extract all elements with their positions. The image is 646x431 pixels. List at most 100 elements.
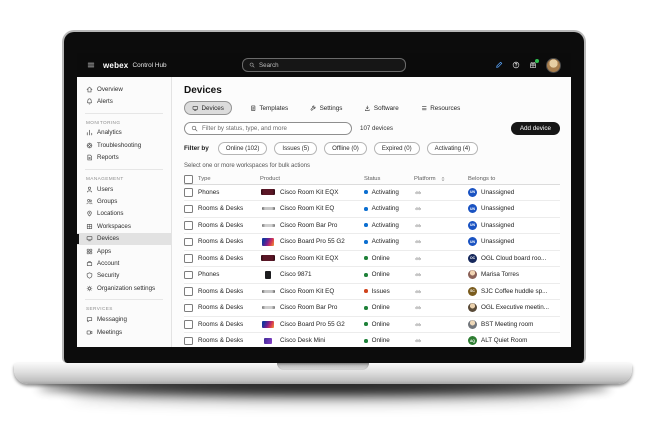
sidebar-item-workspaces[interactable]: Workspaces xyxy=(77,220,171,232)
status-label: Online xyxy=(371,254,390,262)
type-cell: Rooms & Desks xyxy=(198,337,260,344)
sidebar-item-analytics[interactable]: Analytics xyxy=(77,127,171,139)
row-checkbox[interactable] xyxy=(184,188,193,197)
tab-templates[interactable]: Templates xyxy=(246,102,292,114)
product-thumbnail-phone-9871 xyxy=(265,270,271,279)
column-type[interactable]: Type xyxy=(198,176,211,183)
platform-cell xyxy=(414,205,468,212)
control-hub-label: Control Hub xyxy=(132,61,167,69)
product-name: Cisco Board Pro 55 G2 xyxy=(280,320,345,328)
filter-chip-online[interactable]: Online (102) xyxy=(217,142,268,155)
sidebar-item-alerts[interactable]: Alerts xyxy=(77,95,171,107)
feedback-button[interactable] xyxy=(495,61,503,69)
table-row[interactable]: Rooms & Desks Cisco Board Pro 55 G2 Activa… xyxy=(184,234,560,251)
column-platform[interactable]: Platform xyxy=(414,176,468,182)
filter-chip-issues[interactable]: Issues (5) xyxy=(274,142,318,155)
row-checkbox[interactable] xyxy=(184,221,193,230)
sidebar-item-troubleshooting[interactable]: Troubleshooting xyxy=(77,139,171,151)
sidebar-item-users[interactable]: Users xyxy=(77,183,171,195)
column-status[interactable]: Status xyxy=(364,176,381,183)
platform-sort-icon[interactable] xyxy=(440,176,446,182)
product-thumbnail-box xyxy=(260,238,276,246)
menu-icon[interactable] xyxy=(87,61,95,69)
filter-chip-offline[interactable]: Offline (0) xyxy=(324,142,367,155)
sidebar-item-organization-settings[interactable]: Organization settings xyxy=(77,282,171,294)
select-all-checkbox[interactable] xyxy=(184,175,193,184)
account-icon xyxy=(86,261,93,267)
platform-cell xyxy=(414,189,468,196)
cisco-icon xyxy=(415,289,421,293)
filter-by-label: Filter by xyxy=(184,145,209,152)
status-label: Online xyxy=(371,304,390,312)
device-type: Rooms & Desks xyxy=(198,287,244,295)
table-row[interactable]: Phones Cisco 9871 Online Marisa Torres xyxy=(184,267,560,284)
device-type: Rooms & Desks xyxy=(198,238,244,246)
table-row[interactable]: Phones Cisco Room Kit EQX Activating UN Unas… xyxy=(184,184,560,201)
cisco-icon xyxy=(415,306,421,310)
table-row[interactable]: Rooms & Desks Cisco Room Kit EQ Activating… xyxy=(184,201,560,218)
global-search-input[interactable]: Search xyxy=(242,58,406,72)
sidebar-item-label: Analytics xyxy=(97,129,122,137)
row-checkbox[interactable] xyxy=(184,237,193,246)
tab-software[interactable]: Software xyxy=(360,102,402,114)
filter-chip-activating[interactable]: Activating (4) xyxy=(426,142,479,155)
whats-new-button[interactable] xyxy=(529,59,539,69)
table-row[interactable]: Rooms & Desks Cisco Desk Mini Online AQ ALT … xyxy=(184,333,560,347)
laptop-base xyxy=(14,363,632,384)
row-checkbox[interactable] xyxy=(184,254,193,263)
table-row[interactable]: Rooms & Desks Cisco Board Pro 55 G2 Online… xyxy=(184,316,560,333)
sidebar-item-devices[interactable]: Devices xyxy=(77,232,171,245)
row-checkbox[interactable] xyxy=(184,204,193,213)
sidebar-item-locations[interactable]: Locations xyxy=(77,208,171,220)
sidebar-item-apps[interactable]: Apps xyxy=(77,245,171,257)
device-filter-input[interactable]: Filter by status, type, and more xyxy=(184,122,352,135)
belongs-avatar: UN xyxy=(468,187,477,197)
product-thumbnail-box xyxy=(260,306,276,310)
table-row[interactable]: Rooms & Desks Cisco Room Bar Pro Activatin… xyxy=(184,217,560,234)
column-belongs-to[interactable]: Belongs to xyxy=(468,176,496,183)
belongs-cell: OGL Executive meetin... xyxy=(468,303,560,313)
pen-icon xyxy=(496,61,503,68)
help-button[interactable] xyxy=(512,61,520,69)
belongs-name: Unassigned xyxy=(481,238,515,246)
product-thumbnail-room-kit-eqx xyxy=(261,189,275,196)
cisco-icon xyxy=(415,240,421,244)
row-checkbox[interactable] xyxy=(184,287,193,296)
cisco-icon xyxy=(415,207,421,211)
row-checkbox-cell xyxy=(184,270,198,279)
sidebar-item-overview[interactable]: Overview xyxy=(77,83,171,95)
row-checkbox-cell xyxy=(184,221,198,230)
column-product[interactable]: Product xyxy=(260,176,280,183)
sidebar-item-security[interactable]: Security xyxy=(77,270,171,282)
tab-resources[interactable]: Resources xyxy=(417,102,465,114)
row-checkbox[interactable] xyxy=(184,270,193,279)
sidebar-item-meetings[interactable]: Meetings xyxy=(77,326,171,338)
tab-devices[interactable]: Devices xyxy=(184,101,232,115)
table-body: Phones Cisco Room Kit EQX Activating UN Unas… xyxy=(184,184,560,347)
table-row[interactable]: Rooms & Desks Cisco Room Bar Pro Online OGL… xyxy=(184,300,560,317)
status-cell: Online xyxy=(364,271,414,278)
add-device-button[interactable]: Add device xyxy=(510,122,560,135)
sidebar-item-account[interactable]: Account xyxy=(77,257,171,269)
table-row[interactable]: Rooms & Desks Cisco Room Kit EQ Issues SC SJ… xyxy=(184,283,560,300)
belongs-name: Marisa Torres xyxy=(481,271,520,279)
tab-settings[interactable]: Settings xyxy=(306,102,346,114)
row-checkbox[interactable] xyxy=(184,303,193,312)
status-cell: Online xyxy=(364,304,414,311)
device-type: Phones xyxy=(198,188,220,196)
status-cell: Activating xyxy=(364,222,414,229)
row-checkbox[interactable] xyxy=(184,320,193,329)
sidebar-item-reports[interactable]: Reports xyxy=(77,152,171,164)
sidebar-item-groups[interactable]: Groups xyxy=(77,195,171,207)
product-thumbnail-desk-mini xyxy=(263,337,273,344)
belongs-avatar: UN xyxy=(468,204,477,214)
product-thumbnail-box xyxy=(260,223,276,227)
row-checkbox[interactable] xyxy=(184,336,193,345)
group-icon xyxy=(86,199,93,205)
status-cell: Activating xyxy=(364,205,414,212)
sidebar-item-messaging[interactable]: Messaging xyxy=(77,313,171,325)
user-avatar[interactable] xyxy=(546,57,561,73)
cisco-icon xyxy=(415,223,421,227)
filter-chip-expired[interactable]: Expired (0) xyxy=(373,142,420,155)
table-row[interactable]: Rooms & Desks Cisco Room Kit EQX Online OC O… xyxy=(184,250,560,267)
